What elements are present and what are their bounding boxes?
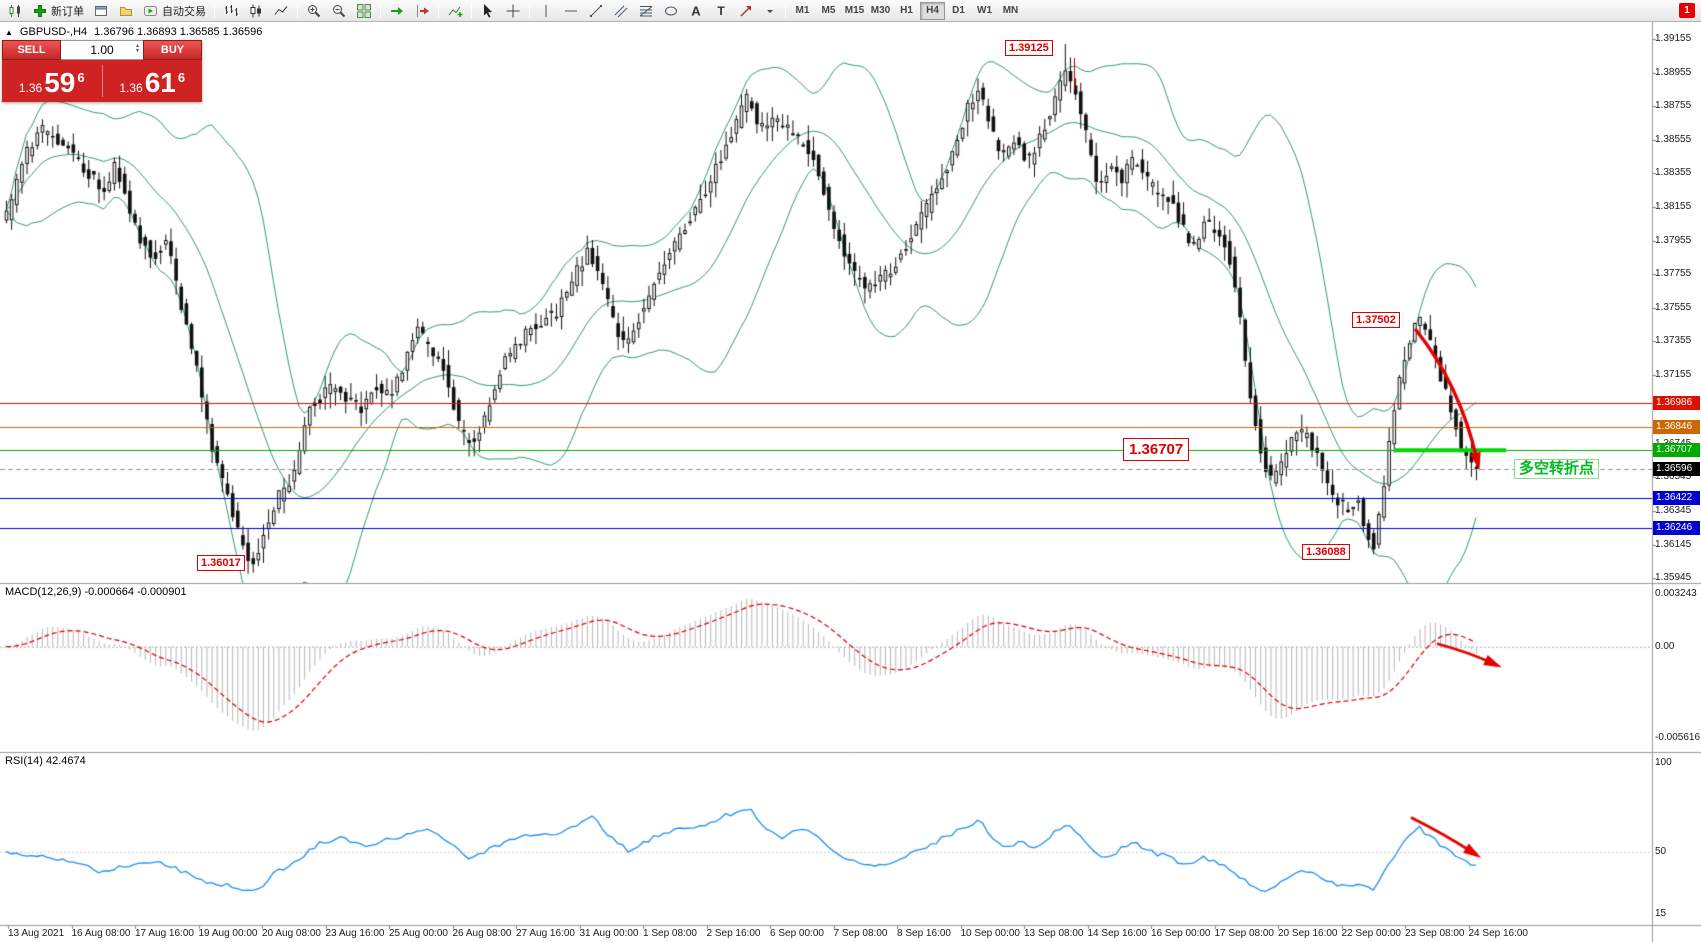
tile-windows-button[interactable] [352,1,376,21]
toolbar-separator [438,3,439,18]
buy-price-display[interactable]: 1.36 61 6 [103,63,203,100]
line-mode-icon [273,3,289,19]
indicators-button[interactable] [443,1,467,21]
lot-decrease-icon[interactable]: ▼ [135,48,140,54]
window-icon [93,3,109,19]
chart-shift-button[interactable] [410,1,434,21]
tile-icon [356,3,372,19]
shift-icon [414,3,430,19]
horizontal-line-tool-button[interactable] [559,1,583,21]
lot-increase-icon[interactable]: ▲ [135,43,140,49]
plus-green-icon [32,3,48,19]
buy-price-small: 1.36 [119,80,143,95]
crosshair-tool-button[interactable] [501,1,525,21]
one-click-trading-panel: SELL 1.00 ▲ ▼ BUY 1.36 59 6 1.36 61 6 [2,40,202,102]
sell-price-sup: 6 [77,69,85,85]
auto-trading-button[interactable]: 自动交易 [139,1,210,21]
profile-icon [118,3,134,19]
sell-price-small: 1.36 [18,80,43,95]
vertical-line-tool-button[interactable] [534,1,558,21]
timeframe-H1[interactable]: H1 [900,5,913,16]
toolbar-separator [297,3,298,18]
toolbar-separator [380,3,381,18]
text-a-icon: A [688,3,704,19]
caret-down-icon [766,3,774,19]
toolbar-separator [471,3,472,18]
buy-price-big: 61 [144,66,176,98]
symbol-timeframe-label: GBPUSD-,H4 [19,26,88,38]
auto-scroll-button[interactable] [385,1,409,21]
buy-price-sup: 6 [177,69,186,85]
bars-icon [223,3,239,19]
shapes-tool-button[interactable] [659,1,683,21]
new-order-label: 新订单 [51,5,84,18]
candles-mode-icon [248,3,264,19]
zoom-out-button[interactable] [327,1,351,21]
timeframe-H4[interactable]: H4 [920,1,945,20]
lot-size-field[interactable]: 1.00 ▲ ▼ [61,40,143,60]
ohlc-values: 1.36796 1.36893 1.36585 1.36596 [94,26,263,38]
chart-candles-icon [7,3,23,19]
macd-indicator-label: MACD(12,26,9) -0.000664 -0.000901 [5,586,187,598]
channel-icon [613,3,629,19]
charts-list-button[interactable] [89,1,113,21]
indicators-icon [447,3,463,19]
channel-tool-button[interactable] [609,1,633,21]
notification-badge[interactable]: 1 [1679,3,1695,18]
sell-price-big: 59 [44,66,76,98]
auto-trading-label: 自动交易 [162,5,206,18]
fibo-icon [638,3,654,19]
rsi-indicator-label: RSI(14) 42.4674 [5,755,86,767]
timeframe-D1[interactable]: D1 [952,5,965,16]
toolbar-separator [529,3,530,18]
zoom-in-icon [306,3,322,19]
toolbar-separator [785,3,786,18]
profiles-button[interactable] [114,1,138,21]
quote-panel-collapse-icon[interactable]: ▲ [5,27,13,37]
zoom-in-button[interactable] [302,1,326,21]
timeframe-MN[interactable]: MN [1002,5,1019,16]
timeframe-M15[interactable]: M15 [844,5,865,16]
toolbar-separator [214,3,215,18]
timeframe-M1[interactable]: M1 [795,5,810,16]
lot-size-value[interactable]: 1.00 [90,43,114,57]
bar-chart-mode-button[interactable] [219,1,243,21]
cursor-tool-button[interactable] [476,1,500,21]
lot-stepper[interactable]: ▲ ▼ [135,44,140,54]
candle-chart-mode-button[interactable] [244,1,268,21]
sell-price-display[interactable]: 1.36 59 6 [2,63,102,100]
chart-title-bar: ▲ GBPUSD-,H4 1.36796 1.36893 1.36585 1.3… [5,26,262,38]
crosshair-icon [505,3,521,19]
label-tool-button[interactable]: T [709,1,733,21]
trendline-icon [588,3,604,19]
line-chart-mode-button[interactable] [269,1,293,21]
price-divider [101,65,103,97]
hline-icon [563,3,579,19]
buy-button[interactable]: BUY [143,40,202,60]
fibonacci-tool-button[interactable] [634,1,658,21]
autotrade-icon [143,3,159,19]
svg-text:T: T [717,4,725,18]
timeframe-M30[interactable]: M30 [870,5,891,16]
shapes-icon [663,3,679,19]
new-chart-button[interactable] [3,1,27,21]
main-toolbar: 新订单 自动交易 A T M1 M5 M15 M30 H1 H4 D1 W1 MN [0,0,1701,22]
zoom-out-icon [331,3,347,19]
svg-text:A: A [691,3,701,18]
arrows-tool-icon [738,3,754,19]
new-order-button[interactable]: 新订单 [28,1,88,21]
timeframe-W1[interactable]: W1 [977,5,992,16]
label-t-icon: T [713,3,729,19]
arrows-tool-button[interactable] [734,1,758,21]
trendline-tool-button[interactable] [584,1,608,21]
autoscroll-icon [389,3,405,19]
objects-dropdown-button[interactable] [759,1,781,21]
cursor-icon [480,3,496,19]
vline-icon [538,3,554,19]
text-tool-button[interactable]: A [684,1,708,21]
sell-button[interactable]: SELL [2,40,61,60]
timeframe-M5[interactable]: M5 [821,5,836,16]
